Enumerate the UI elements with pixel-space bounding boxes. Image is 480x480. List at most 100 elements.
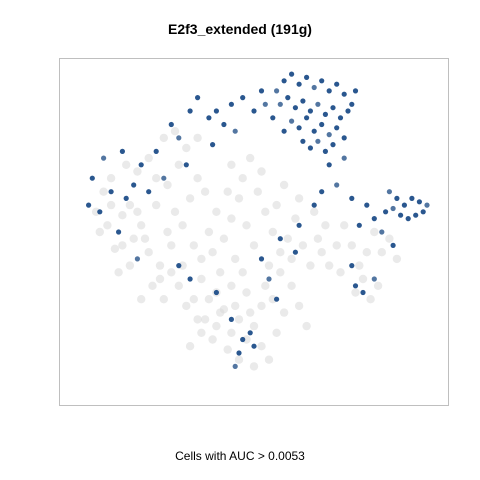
cell-point-low bbox=[276, 248, 285, 257]
cell-point-high bbox=[334, 125, 340, 131]
cell-point-low bbox=[204, 295, 214, 304]
cell-point-high bbox=[416, 199, 422, 205]
cell-point-high bbox=[334, 182, 340, 188]
cell-point-high bbox=[89, 175, 95, 181]
cell-point-low bbox=[279, 180, 289, 190]
cell-point-low bbox=[298, 241, 308, 250]
cell-point-high bbox=[349, 195, 355, 201]
cell-point-high bbox=[409, 195, 415, 201]
cell-point-high bbox=[334, 81, 340, 87]
cell-point-high bbox=[168, 121, 174, 128]
cell-point-low bbox=[227, 328, 236, 337]
cell-point-high bbox=[311, 202, 317, 208]
cell-point-high bbox=[424, 202, 430, 208]
cell-point-low bbox=[242, 221, 251, 230]
cell-point-low bbox=[106, 174, 116, 183]
cell-point-high bbox=[337, 115, 344, 121]
cell-point-low bbox=[302, 321, 311, 331]
cell-point-low bbox=[155, 261, 165, 270]
cell-point-high bbox=[134, 256, 140, 262]
cell-point-high bbox=[330, 142, 336, 148]
cell-point-low bbox=[373, 281, 383, 290]
cell-point-low bbox=[294, 194, 304, 203]
cell-point-low bbox=[321, 221, 330, 230]
cell-point-high bbox=[221, 121, 227, 128]
cell-point-high bbox=[326, 132, 332, 138]
cell-point-low bbox=[231, 254, 240, 264]
cell-point-high bbox=[274, 296, 280, 302]
cell-point-high bbox=[315, 138, 321, 144]
high-auc-cells bbox=[86, 71, 430, 369]
cell-point-low bbox=[152, 174, 161, 183]
cell-point-low bbox=[137, 221, 146, 230]
cell-point-low bbox=[159, 295, 168, 304]
cell-point-low bbox=[125, 200, 135, 210]
cell-point-low bbox=[246, 308, 255, 317]
cell-point-low bbox=[276, 268, 285, 277]
cell-point-high bbox=[183, 162, 189, 168]
cell-point-high bbox=[289, 118, 295, 124]
cell-point-high bbox=[319, 78, 325, 84]
cell-point-high bbox=[176, 263, 182, 269]
cell-point-low bbox=[182, 301, 191, 311]
cell-point-high bbox=[258, 88, 265, 94]
cell-point-low bbox=[110, 244, 120, 253]
cell-point-low bbox=[242, 335, 251, 344]
cell-point-low bbox=[167, 268, 176, 277]
cell-point-low bbox=[351, 288, 360, 297]
cell-point-high bbox=[300, 138, 306, 144]
cell-point-high bbox=[97, 209, 103, 215]
cell-point-low bbox=[99, 187, 108, 196]
cell-point-high bbox=[108, 189, 114, 195]
cell-point-low bbox=[193, 133, 202, 143]
cell-point-low bbox=[313, 234, 323, 243]
cell-point-low bbox=[167, 241, 176, 250]
cell-point-high bbox=[360, 289, 366, 296]
cell-point-high bbox=[379, 229, 385, 235]
cell-point-low bbox=[144, 248, 153, 257]
cell-point-high bbox=[394, 195, 400, 201]
cell-point-high bbox=[176, 135, 182, 141]
cell-point-high bbox=[277, 101, 283, 107]
cell-point-high bbox=[364, 202, 370, 208]
cell-point-low bbox=[155, 274, 165, 284]
cell-point-low bbox=[197, 274, 206, 284]
low-auc-cells bbox=[91, 127, 402, 371]
cell-point-low bbox=[336, 268, 345, 277]
cell-point-high bbox=[304, 74, 310, 80]
cell-point-low bbox=[193, 174, 202, 183]
cell-point-low bbox=[272, 200, 281, 210]
cell-point-high bbox=[281, 78, 287, 84]
cell-point-high bbox=[405, 216, 411, 222]
cell-point-low bbox=[385, 234, 394, 243]
cell-point-low bbox=[174, 160, 183, 169]
cell-point-high bbox=[322, 148, 328, 154]
cell-point-low bbox=[137, 295, 146, 304]
cell-point-high bbox=[352, 283, 359, 289]
cell-point-high bbox=[195, 95, 201, 101]
cell-point-low bbox=[223, 187, 232, 196]
cell-point-high bbox=[413, 212, 419, 218]
cell-point-high bbox=[326, 88, 332, 94]
cell-point-low bbox=[227, 214, 236, 223]
cell-point-low bbox=[200, 187, 210, 196]
plot-frame bbox=[59, 58, 449, 406]
cell-point-low bbox=[103, 221, 112, 230]
cell-point-low bbox=[231, 301, 240, 311]
cell-point-low bbox=[189, 241, 198, 250]
cell-point-high bbox=[270, 115, 276, 121]
cell-point-high bbox=[232, 363, 238, 369]
cell-point-low bbox=[212, 207, 221, 216]
cell-point-high bbox=[258, 256, 265, 262]
cell-point-low bbox=[362, 248, 371, 257]
cell-point-high bbox=[289, 71, 295, 77]
cell-point-low bbox=[148, 281, 157, 290]
cell-point-high bbox=[330, 105, 336, 111]
cell-point-low bbox=[170, 127, 180, 136]
cell-point-low bbox=[234, 355, 244, 364]
cell-point-low bbox=[347, 241, 356, 250]
cell-point-high bbox=[420, 209, 426, 215]
cell-point-high bbox=[161, 175, 167, 181]
cell-point-low bbox=[185, 194, 195, 203]
cell-point-low bbox=[287, 254, 296, 264]
